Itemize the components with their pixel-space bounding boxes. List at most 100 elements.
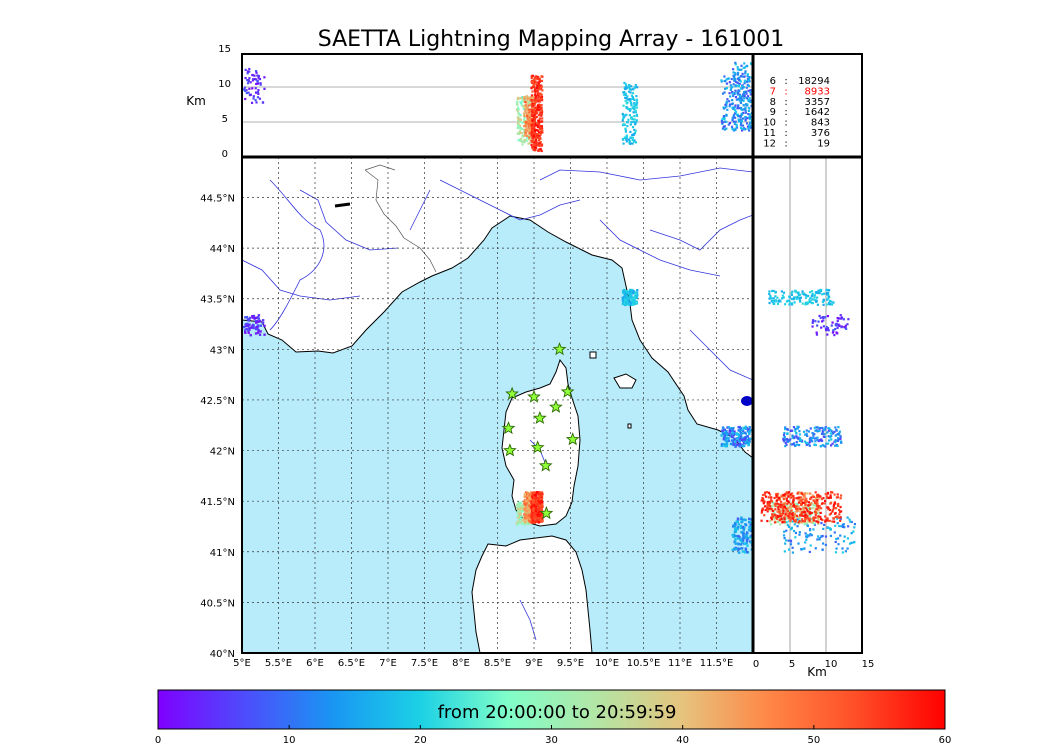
altitude-longitude-point [517,112,520,115]
lightning-source-point [538,497,541,501]
lightning-source-point [532,509,535,513]
altitude-latitude-point [765,491,769,494]
altitude-longitude-point [725,120,728,123]
lightning-source-point [740,438,744,442]
altitude-latitude-point [762,493,765,497]
altitude-longitude-point [635,95,638,98]
lightning-source-point [253,317,256,320]
altitude-longitude-point [535,132,538,136]
altitude-latitude-point [808,441,811,444]
altitude-latitude-point [821,429,824,432]
altitude-latitude-point [790,528,793,531]
altitude-latitude-point [824,520,827,523]
altitude-longitude-point [728,100,731,103]
altitude-longitude-point [540,75,543,78]
altitude-longitude-point [530,113,533,116]
po-river [439,179,581,221]
altitude-longitude-point [538,134,541,138]
altitude-longitude-point [748,78,751,81]
altitude-latitude-point [791,520,794,523]
altitude-latitude-point [839,314,842,317]
colorbar-label: from 20:00:00 to 20:59:59 [438,702,677,723]
altitude-longitude-point [723,91,726,94]
colorbar-tick-label: 0 [155,735,161,746]
altitude-longitude-point [742,66,745,69]
altitude-latitude-point [798,433,802,436]
altitude-longitude-point [743,75,746,78]
altitude-latitude-point [778,496,781,499]
lightning-source-point [739,543,743,546]
stats-row-label: 7 [770,86,776,97]
altitude-latitude-point [806,510,809,513]
altitude-longitude-point [537,81,540,84]
lightning-source-point [744,548,748,551]
altitude-latitude-point [797,507,800,510]
altitude-longitude-point [625,134,628,137]
altitude-latitude-point [787,514,790,518]
altitude-latitude-point [780,517,783,520]
altitude-latitude-point [783,536,786,540]
altitude-longitude-point [516,110,520,113]
altitude-longitude-point [537,142,540,145]
altitude-longitude-point [516,126,519,130]
altitude-longitude-point [535,115,538,119]
lightning-source-point [736,537,740,540]
altitude-latitude-point [787,491,791,494]
lightning-source-point [536,510,540,514]
lightning-source-point [744,432,748,435]
altitude-latitude-point [811,290,814,293]
altitude-latitude-point [836,493,839,496]
altitude-longitude-point [538,142,541,145]
lightning-source-point [621,300,625,303]
lightning-source-point [732,441,736,444]
lightning-source-point [734,534,737,538]
altitude-longitude-point [737,104,740,107]
colorbar-tick-label: 50 [807,735,820,746]
river-alps [409,189,431,231]
altitude-latitude-point [804,541,807,544]
altitude-latitude-point [783,431,786,435]
altitude-longitude-point [537,84,541,87]
lightning-source-point [628,294,631,298]
altitude-latitude-point [818,537,821,540]
altitude-latitude-point [789,543,793,546]
altitude-latitude-point [846,537,850,540]
altitude-longitude-point [630,116,633,119]
altitude-latitude-point [823,427,826,430]
altitude-longitude-point [624,96,627,99]
lightning-source-point [539,496,543,500]
altitude-latitude-point [784,303,787,306]
lightning-source-point [737,548,740,551]
altitude-latitude-point [844,326,847,329]
lightning-source-point [251,316,254,319]
lightning-source-point [749,521,752,524]
altitude-latitude-point [828,295,831,298]
altitude-latitude-point [791,492,794,495]
altitude-latitude-point [839,494,843,497]
altitude-longitude-point [731,85,734,89]
altitude-longitude-point [523,120,526,123]
altitude-longitude-point [742,104,745,107]
altitude-latitude-point [814,496,817,500]
lightning-source-point [744,523,747,526]
altitude-latitude-point [814,429,817,432]
lightning-source-point [517,509,521,512]
altitude-longitude-point [517,131,520,134]
altitude-longitude-point [624,129,627,132]
lightning-source-point [252,326,255,330]
altitude-latitude-point [771,501,775,504]
altitude-latitude-point [837,508,841,512]
altitude-latitude-point [803,293,806,296]
lightning-source-point [726,426,729,429]
altitude-latitude-point [787,438,790,442]
altitude-latitude-point [771,289,774,293]
lightning-source-point [746,531,749,534]
altitude-latitude-point [782,494,786,497]
altitude-longitude-point [631,133,634,137]
altitude-latitude-point [826,517,829,520]
altitude-latitude-point [789,503,792,506]
altitude-latitude-point [769,507,772,510]
lon-tick-label: 7.5°E [411,658,438,669]
lightning-source-point [746,537,750,540]
altitude-longitude-point [528,129,531,132]
